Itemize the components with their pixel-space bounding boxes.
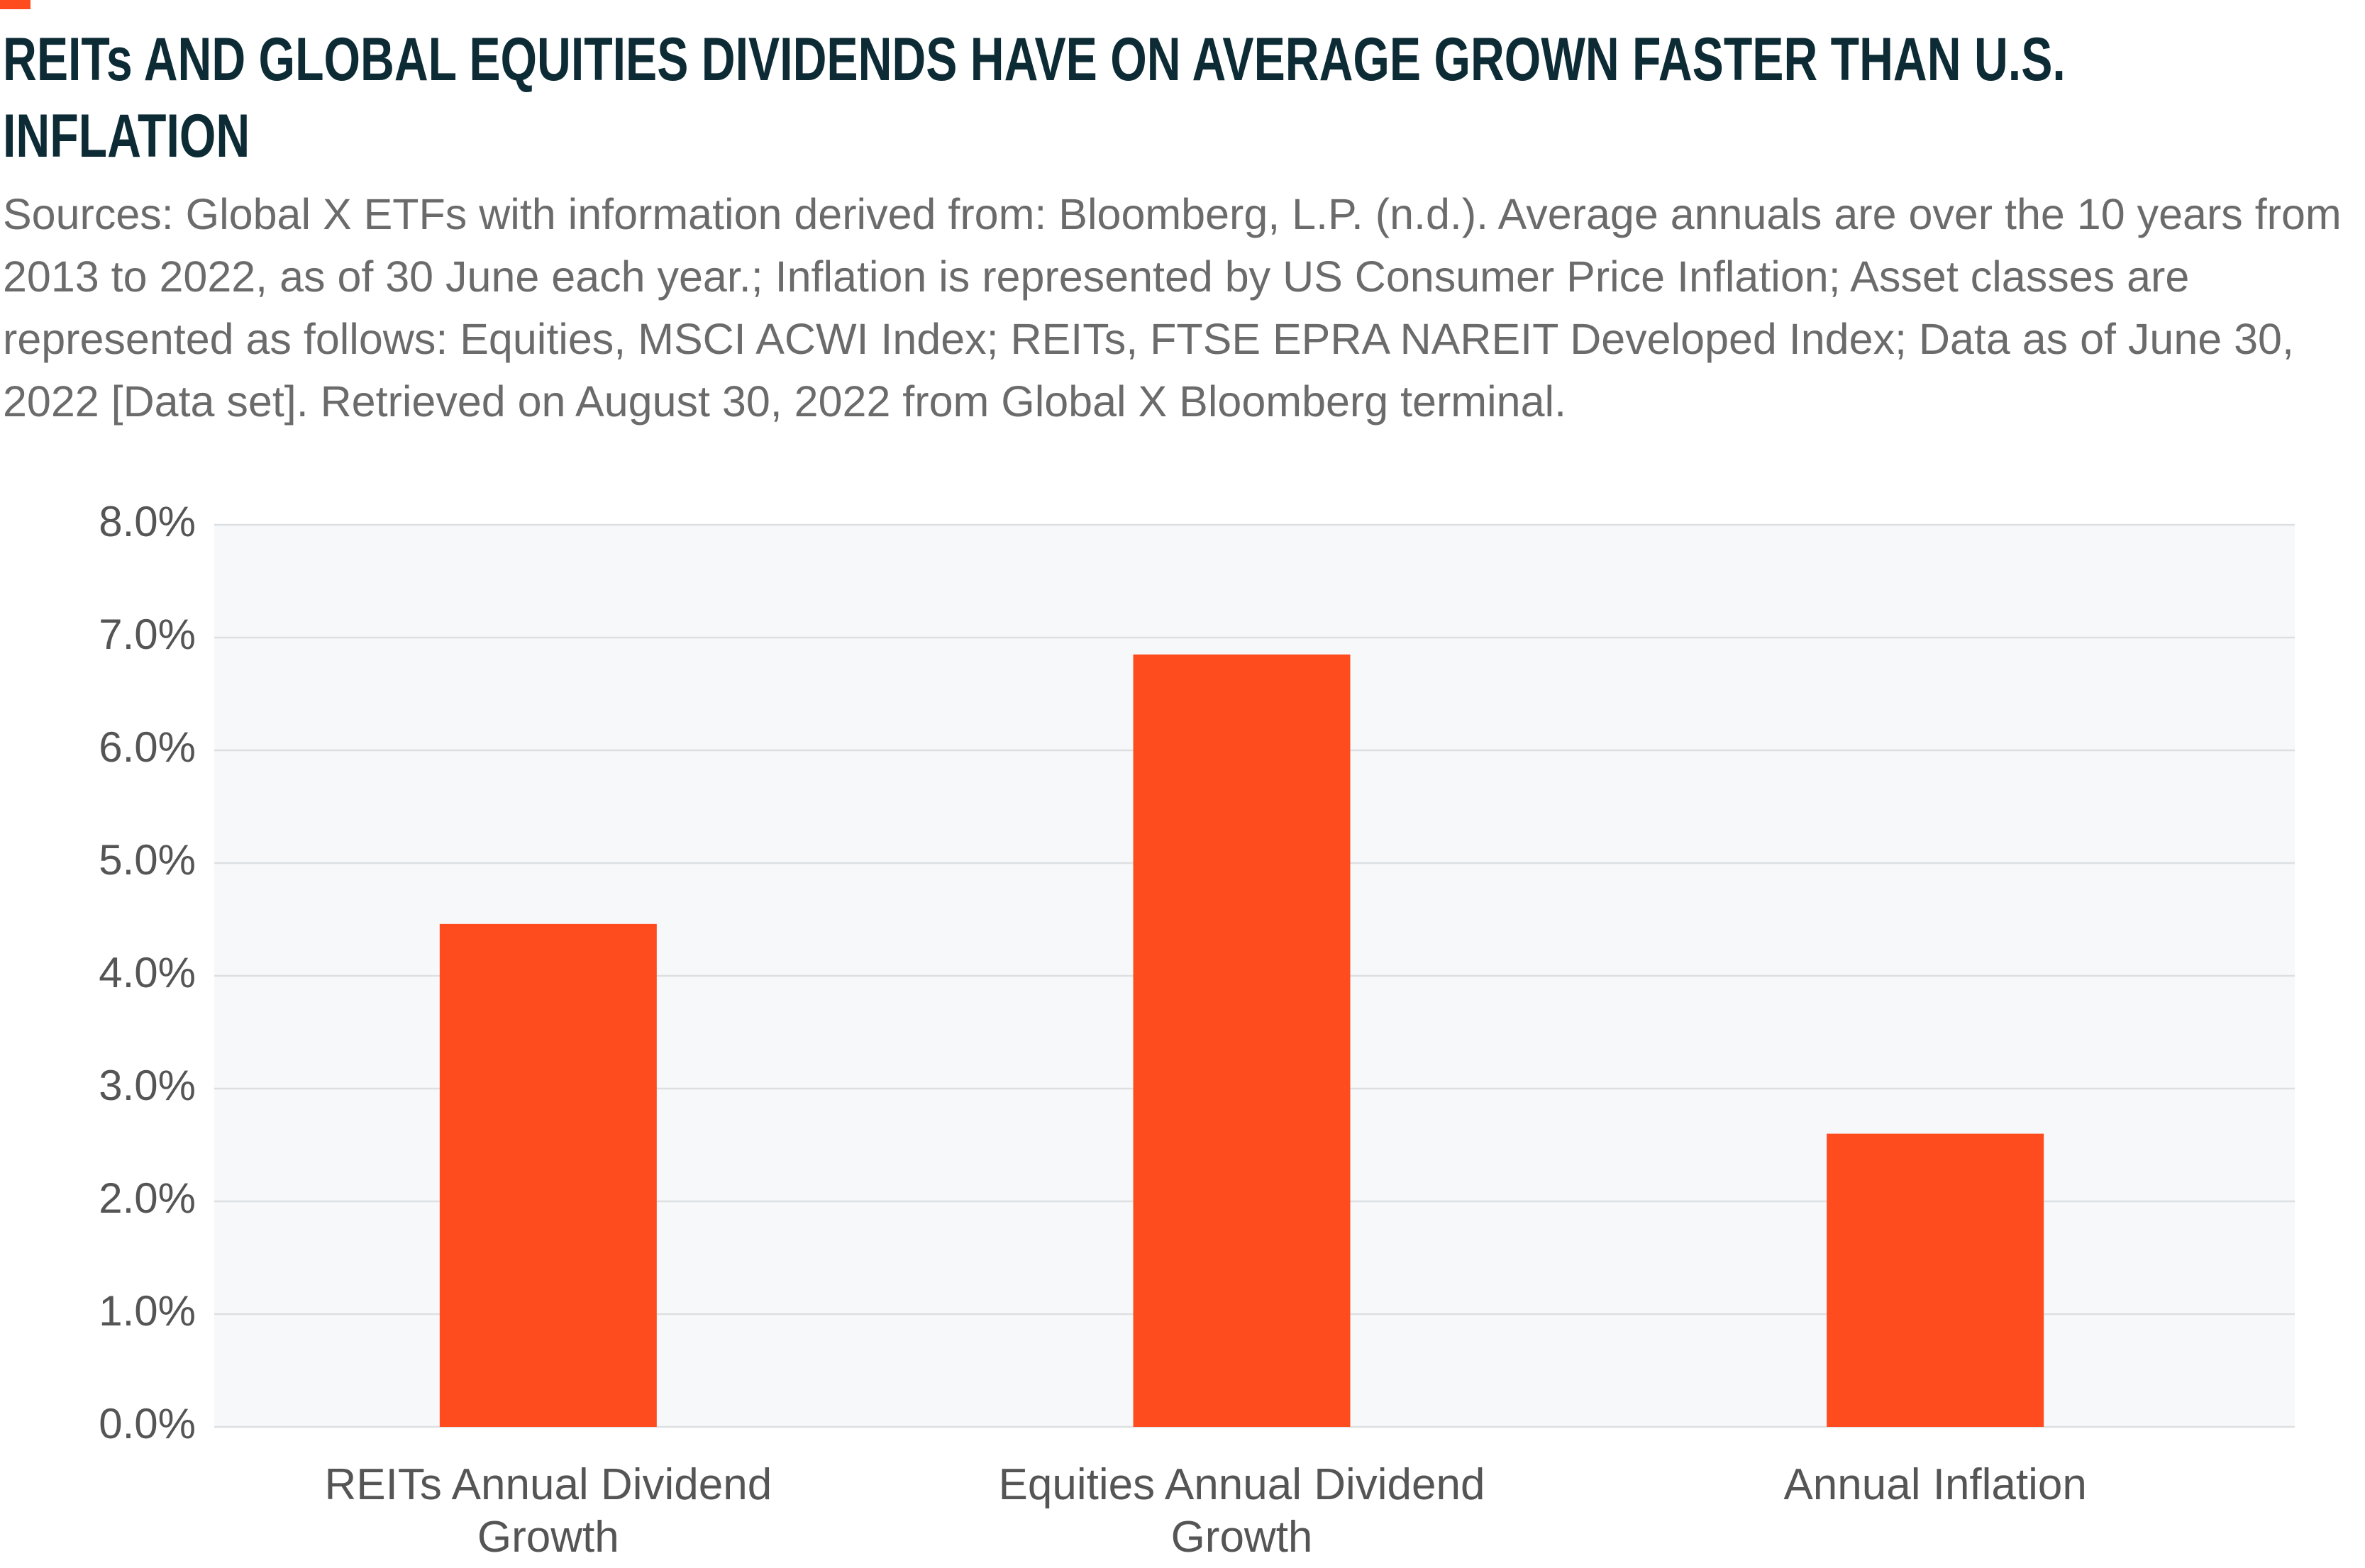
- bar: [439, 923, 657, 1427]
- y-tick-label: 0.0%: [99, 1400, 196, 1447]
- chart-title: REITs AND GLOBAL EQUITIES DIVIDENDS HAVE…: [3, 26, 2066, 170]
- y-tick-label: 4.0%: [99, 949, 196, 996]
- y-tick-label: 7.0%: [99, 611, 196, 658]
- y-tick-label: 8.0%: [99, 498, 196, 545]
- y-tick-label: 3.0%: [99, 1062, 196, 1109]
- x-tick-label: REITs Annual Dividend Growth: [324, 1460, 772, 1562]
- y-tick-label: 5.0%: [99, 836, 196, 884]
- x-tick-label: Equities Annual Dividend Growth: [998, 1460, 1485, 1562]
- chart-subtitle: Sources: Global X ETFs with information …: [3, 190, 2342, 426]
- x-tick-label: Annual Inflation: [1783, 1460, 2087, 1509]
- y-tick-label: 2.0%: [99, 1174, 196, 1222]
- y-tick-label: 1.0%: [99, 1287, 196, 1335]
- accent-mark: [0, 0, 31, 9]
- bar: [1133, 654, 1351, 1427]
- y-tick-label: 6.0%: [99, 723, 196, 771]
- bar: [1827, 1133, 2044, 1427]
